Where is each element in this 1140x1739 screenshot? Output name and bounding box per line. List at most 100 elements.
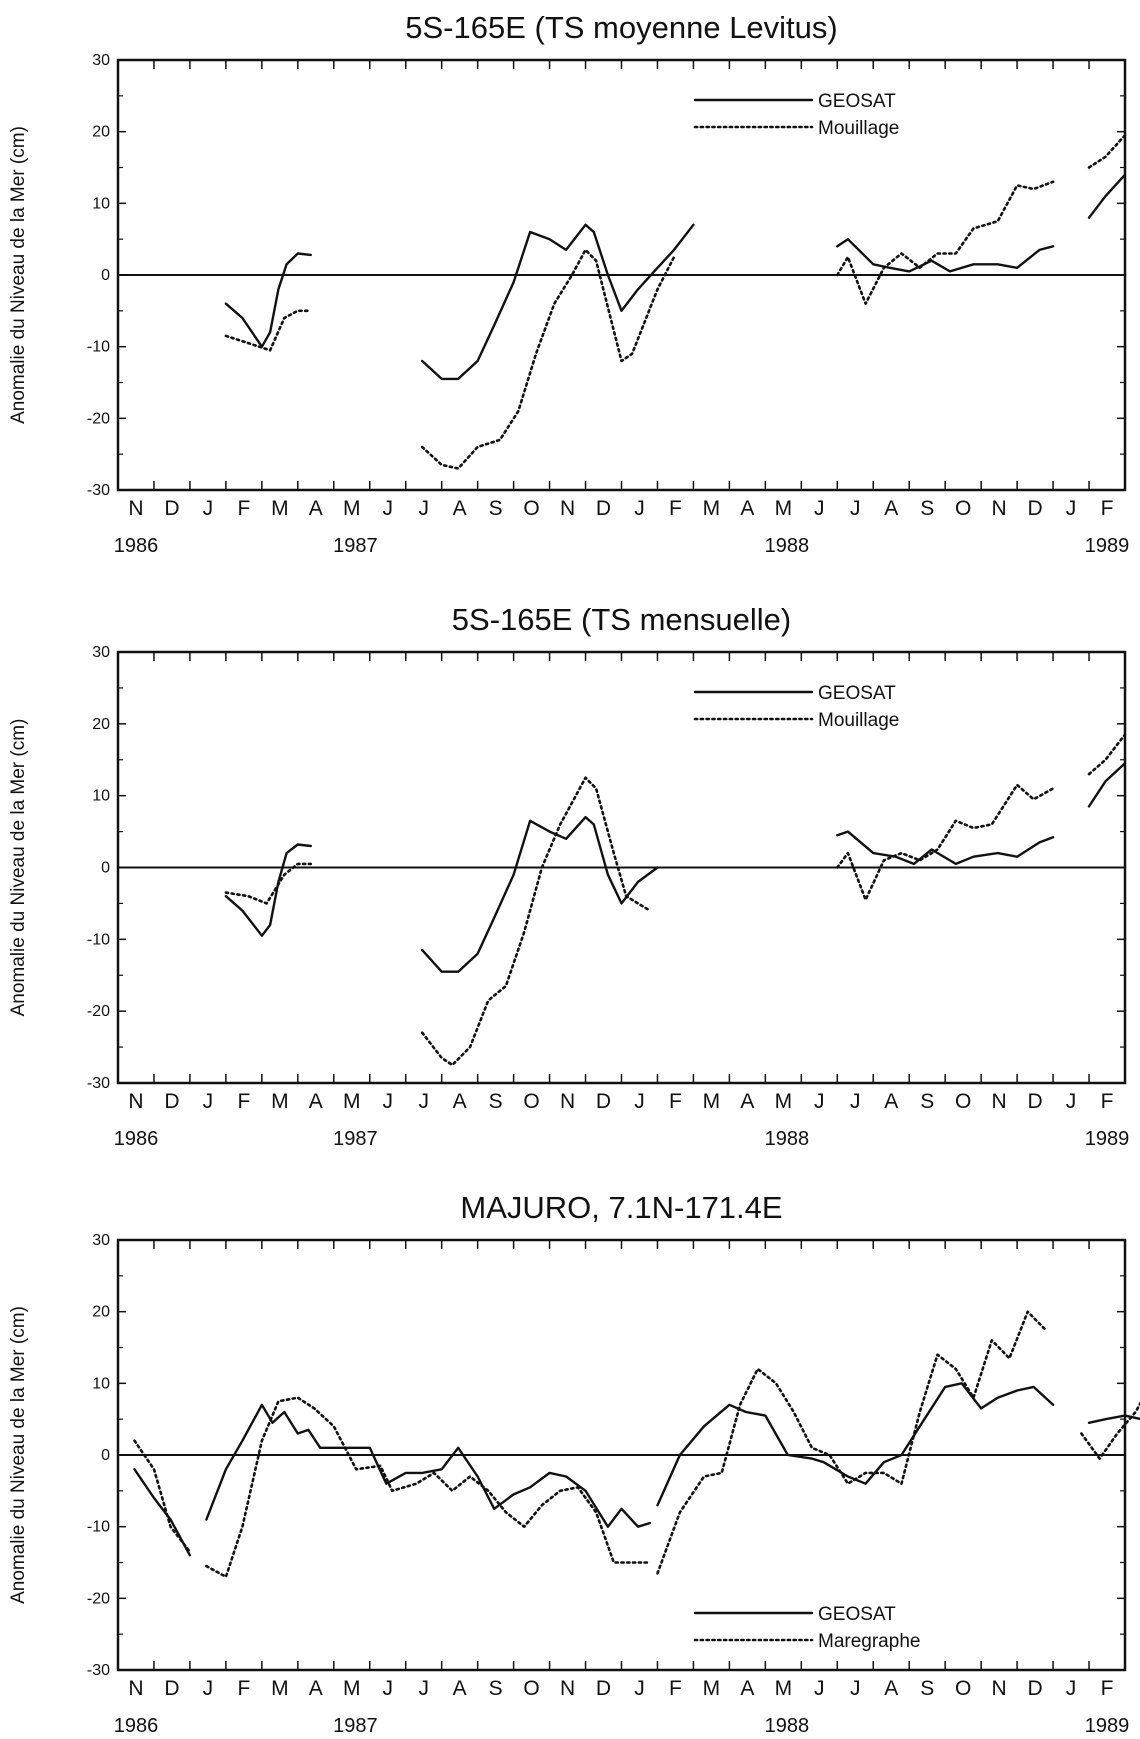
y-tick-label: 0 [101,860,110,877]
year-label: 1986 [114,1128,159,1150]
x-tick-label: A [884,497,898,520]
x-tick-label: J [634,1677,645,1700]
x-tick-label: A [453,1677,467,1700]
y-tick-label: 30 [92,52,110,69]
y-tick-label: 0 [101,267,110,284]
x-tick-label: F [237,1677,250,1700]
x-tick-label: A [453,1090,467,1113]
year-label: 1988 [765,1715,810,1737]
year-label: 1989 [1085,1715,1130,1737]
x-tick-label: F [1101,1090,1114,1113]
chart-panel-1: 5S-165E (TS moyenne Levitus) 30 20 10 0 -10 -2… [8,10,1129,557]
x-tick-label: J [850,1677,861,1700]
x-tick-label: A [740,497,754,520]
x-tick-label: O [523,1677,539,1700]
x-tick-label: N [560,1677,575,1700]
year-label: 1986 [114,535,159,557]
x-tick-label: F [237,1090,250,1113]
x-tick-label: J [382,1090,393,1113]
year-label: 1987 [333,1128,378,1150]
x-tick-label: D [596,1090,611,1113]
x-tick-label: A [884,1090,898,1113]
x-tick-label: J [634,1090,645,1113]
series-line-mouillage-seg-2 [420,776,652,1067]
x-tick-label: A [884,1677,898,1700]
series-line-maregraphe-seg-4 [1080,1401,1140,1460]
x-tick-label: S [489,1090,503,1113]
y-tick-label: 20 [92,1304,110,1321]
x-tick-label: N [128,497,143,520]
series-line-geosat-seg-4 [1087,1414,1140,1424]
x-tick-label: A [309,497,323,520]
series-line-geosat-seg-1 [224,252,312,348]
legend-label-mouillage: Mouillage [818,118,899,139]
chart-title: MAJURO, 7.1N-171.4E [460,1190,782,1225]
series-line-geosat-seg-4 [1087,762,1127,808]
x-tick-label: N [560,497,575,520]
x-tick-label: S [489,497,503,520]
x-tick-label: M [271,497,289,520]
x-tick-label: S [920,1677,934,1700]
x-tick-label: D [1028,1090,1043,1113]
x-tick-label: J [418,497,429,520]
series-line-maregraphe-seg-1 [133,1439,192,1554]
x-tick-label: N [128,1677,143,1700]
y-axis-label: Anomalie du Niveau de la Mer (cm) [8,1306,29,1604]
x-tick-label: D [164,1090,179,1113]
y-tick-label: 30 [92,644,110,661]
y-axis-label: Anomalie du Niveau de la Mer (cm) [8,126,29,424]
x-tick-label: D [164,1677,179,1700]
series-line-geosat-seg-2 [421,223,695,381]
legend-label-geosat: GEOSAT [818,91,896,112]
y-tick-label: -20 [87,1590,110,1607]
y-tick-label: 10 [92,195,110,212]
x-tick-label: A [309,1090,323,1113]
year-label: 1987 [333,1715,378,1737]
series-line-mouillage-seg-1 [224,309,313,352]
x-tick-label: J [418,1677,429,1700]
x-tick-label: J [814,1090,825,1113]
chart-title: 5S-165E (TS moyenne Levitus) [405,10,838,45]
x-tick-label: J [203,1677,214,1700]
series-line-geosat-seg-3 [836,238,1055,273]
y-tick-label: -30 [87,1662,110,1679]
series-line-maregraphe-seg-2 [205,1396,652,1579]
x-tick-label: S [920,1090,934,1113]
year-label: 1986 [114,1715,159,1737]
x-tick-label: J [814,497,825,520]
y-tick-label: 20 [92,716,110,733]
chart-title: 5S-165E (TS mensuelle) [452,602,791,637]
x-tick-label: D [164,497,179,520]
y-tick-label: -30 [87,482,110,499]
x-tick-label: M [343,497,361,520]
x-tick-label: M [343,1090,361,1113]
x-tick-label: N [992,497,1007,520]
x-tick-label: N [128,1090,143,1113]
y-tick-label: -30 [87,1075,110,1092]
series-line-geosat-seg-3 [836,830,1055,866]
legend-label-geosat: GEOSAT [818,1604,896,1625]
x-tick-label: M [703,497,721,520]
series-line-geosat-seg-1 [133,1468,192,1557]
legend-label-maregraphe: Maregraphe [818,1631,920,1652]
series-line-mouillage-seg-3 [836,783,1055,902]
x-tick-label: J [382,1677,393,1700]
x-tick-label: D [596,1677,611,1700]
y-tick-label: -10 [87,1519,110,1536]
x-tick-label: J [382,497,393,520]
x-tick-label: O [955,1090,971,1113]
x-tick-label: N [560,1090,575,1113]
x-tick-label: F [669,1677,682,1700]
x-tick-label: M [775,497,793,520]
x-tick-label: N [992,1677,1007,1700]
x-tick-label: D [1028,1677,1043,1700]
year-label: 1988 [765,535,810,557]
x-tick-label: J [1066,1677,1077,1700]
x-tick-label: J [850,497,861,520]
x-tick-label: S [920,497,934,520]
x-tick-label: O [523,497,539,520]
series-line-mouillage-seg-4 [1087,134,1127,169]
series-line-mouillage-seg-4 [1087,733,1127,776]
